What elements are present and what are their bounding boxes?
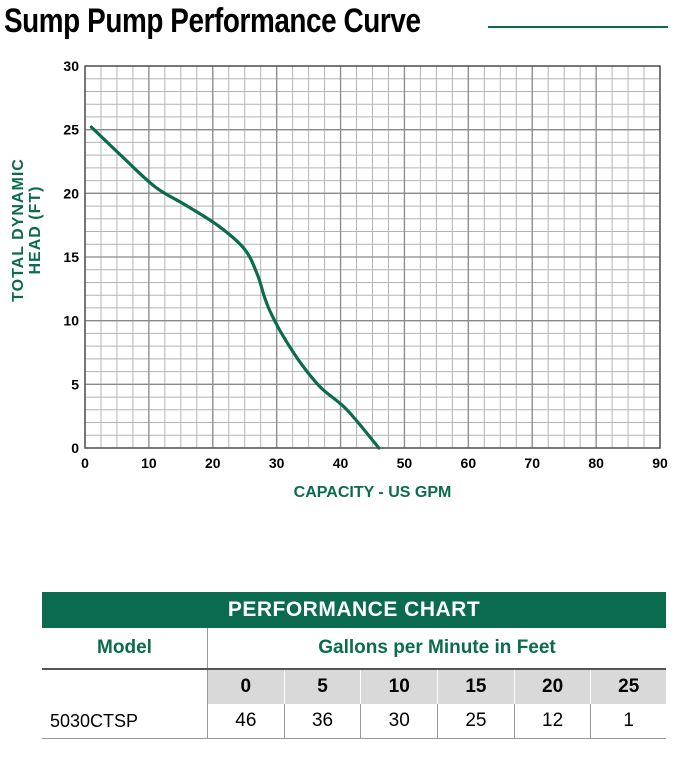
title-bar: Sump Pump Performance Curve	[4, 2, 676, 46]
plot-border	[84, 65, 661, 449]
y-tick-label: 30	[63, 58, 79, 74]
feet-header-cell: 25	[590, 669, 666, 704]
feet-header-blank	[42, 669, 208, 704]
x-tick-label: 30	[269, 455, 285, 470]
gpm-cell: 1	[590, 704, 666, 739]
performance-table: PERFORMANCE CHART Model Gallons per Minu…	[42, 592, 666, 739]
model-cell: 5030CTSP	[42, 704, 208, 739]
feet-header-cell: 5	[283, 669, 361, 704]
table-row: 5030CTSP 46 36 30 25 12 1	[42, 704, 666, 739]
model-header: Model	[42, 628, 208, 670]
x-tick-label: 40	[333, 455, 349, 470]
gpm-cell: 36	[283, 704, 361, 739]
x-tick-labels: 0 10 20 30 40 50 60 70 80 90	[81, 455, 668, 470]
performance-table-title: PERFORMANCE CHART	[42, 592, 666, 628]
y-tick-label: 15	[63, 249, 79, 265]
gpm-header: Gallons per Minute in Feet	[207, 628, 666, 670]
plot-frame	[84, 65, 661, 449]
performance-curve	[89, 125, 381, 450]
x-tick-label: 10	[141, 455, 157, 470]
y-axis-label-line-2: HEAD (FT)	[27, 185, 44, 275]
x-tick-label: 50	[397, 455, 413, 470]
y-tick-labels: 0 5 10 15 20 25 30	[63, 58, 79, 456]
y-tick-label: 20	[63, 185, 79, 201]
feet-header-cell: 10	[360, 669, 438, 704]
gpm-cell: 30	[360, 704, 438, 739]
x-tick-label: 0	[81, 455, 89, 470]
x-tick-label: 70	[524, 455, 540, 470]
feet-header-cell: 15	[437, 669, 515, 704]
gpm-cell: 12	[513, 704, 591, 739]
series-line	[89, 125, 381, 450]
x-tick-label: 80	[588, 455, 604, 470]
feet-header-cell: 0	[207, 669, 285, 704]
x-tick-label: 20	[205, 455, 221, 470]
gpm-cell: 46	[207, 704, 285, 739]
gpm-cell: 25	[437, 704, 515, 739]
feet-header-row: 0 5 10 15 20 25	[42, 669, 666, 704]
performance-curve-chart: 0 5 10 15 20 25 30 0 10 20 30 40 50 60 70 80 90	[63, 58, 668, 470]
y-tick-label: 5	[71, 376, 79, 392]
x-tick-label: 60	[461, 455, 477, 470]
y-axis-label-line-1: TOTAL DYNAMIC	[10, 158, 27, 302]
page-title: Sump Pump Performance Curve	[4, 2, 421, 40]
y-tick-label: 0	[71, 440, 79, 456]
y-tick-label: 10	[63, 313, 79, 329]
y-tick-label: 25	[63, 122, 79, 138]
x-axis-label: CAPACITY - US GPM	[293, 484, 452, 501]
title-rule	[488, 26, 668, 28]
y-axis-label: TOTAL DYNAMIC HEAD (FT)	[10, 140, 44, 320]
feet-header-cell: 20	[513, 669, 591, 704]
x-tick-label: 90	[652, 455, 668, 470]
